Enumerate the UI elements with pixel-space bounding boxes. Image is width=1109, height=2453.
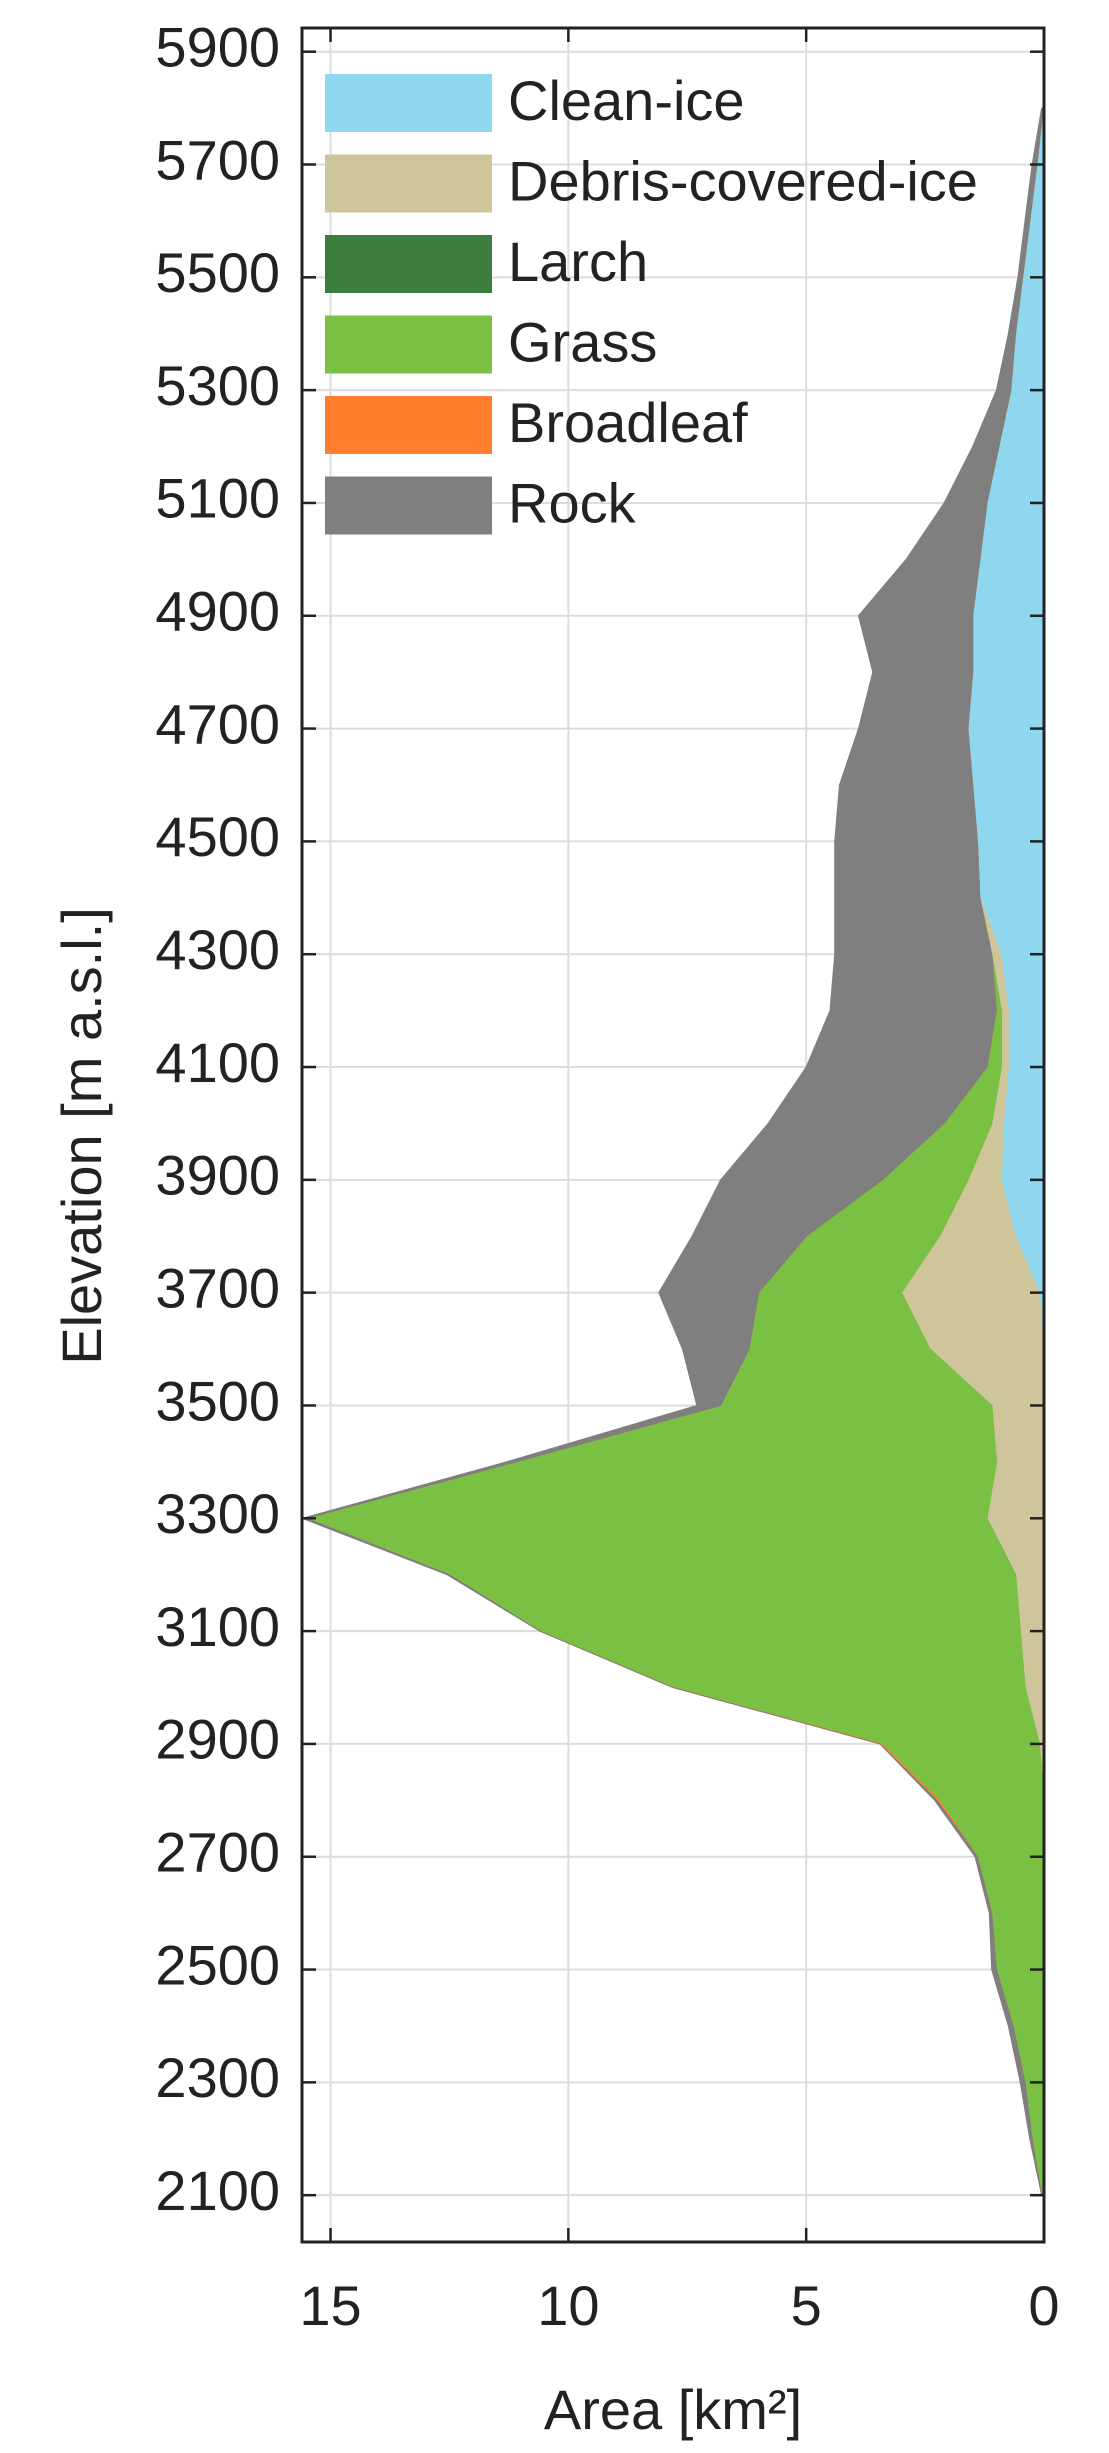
y-tick-label: 3500 [155,1369,280,1432]
y-tick-label: 2300 [155,2046,280,2109]
y-tick-label: 2900 [155,1708,280,1771]
x-tick-label: 15 [299,2274,361,2337]
y-tick-label: 2100 [155,2159,280,2222]
y-tick-label: 2700 [155,1821,280,1884]
x-tick-label: 10 [537,2274,599,2337]
areas [300,107,1045,2196]
y-tick-label: 4700 [155,692,280,755]
y-tick-label: 3100 [155,1595,280,1658]
y-tick-label: 5700 [155,128,280,191]
x-tick-label: 0 [1028,2274,1059,2337]
x-axis-label: Area [km²] [544,2378,802,2441]
legend-swatch [325,154,492,213]
y-tick-label: 2500 [155,1933,280,1996]
legend: Clean-ice Debris-covered-ice Larch Grass Bro… [325,69,978,535]
y-tick-label: 4100 [155,1031,280,1094]
y-tick-label: 4300 [155,918,280,981]
y-tick-label: 3300 [155,1482,280,1545]
legend-swatch [325,235,492,293]
area [300,107,1044,2196]
legend-label: Larch [508,230,648,293]
y-tick-label: 5300 [155,354,280,417]
legend-label: Debris-covered-ice [508,149,978,212]
legend-label: Rock [508,471,637,534]
y-tick-label: 3900 [155,1144,280,1207]
y-tick-label: 4500 [155,805,280,868]
legend-swatch [325,74,492,132]
legend-label: Grass [508,310,657,373]
plot-frame [300,26,1046,2244]
y-axis-label: Elevation [m a.s.l.] [50,907,113,1365]
legend-label: Clean-ice [508,69,745,132]
y-tick-label: 3700 [155,1256,280,1319]
legend-swatch [325,396,492,454]
y-tick-label: 5900 [155,15,280,78]
y-tick-label: 5100 [155,467,280,530]
y-tick-label: 4900 [155,580,280,643]
x-tick-label: 5 [791,2274,822,2337]
legend-swatch [325,315,492,374]
legend-label: Broadleaf [508,391,748,454]
ticks: 2100 2300 2500 2700 2900 3100 3300 3500 3700 3900… [155,15,1059,2336]
y-tick-label: 5500 [155,241,280,304]
legend-swatch [325,476,492,535]
